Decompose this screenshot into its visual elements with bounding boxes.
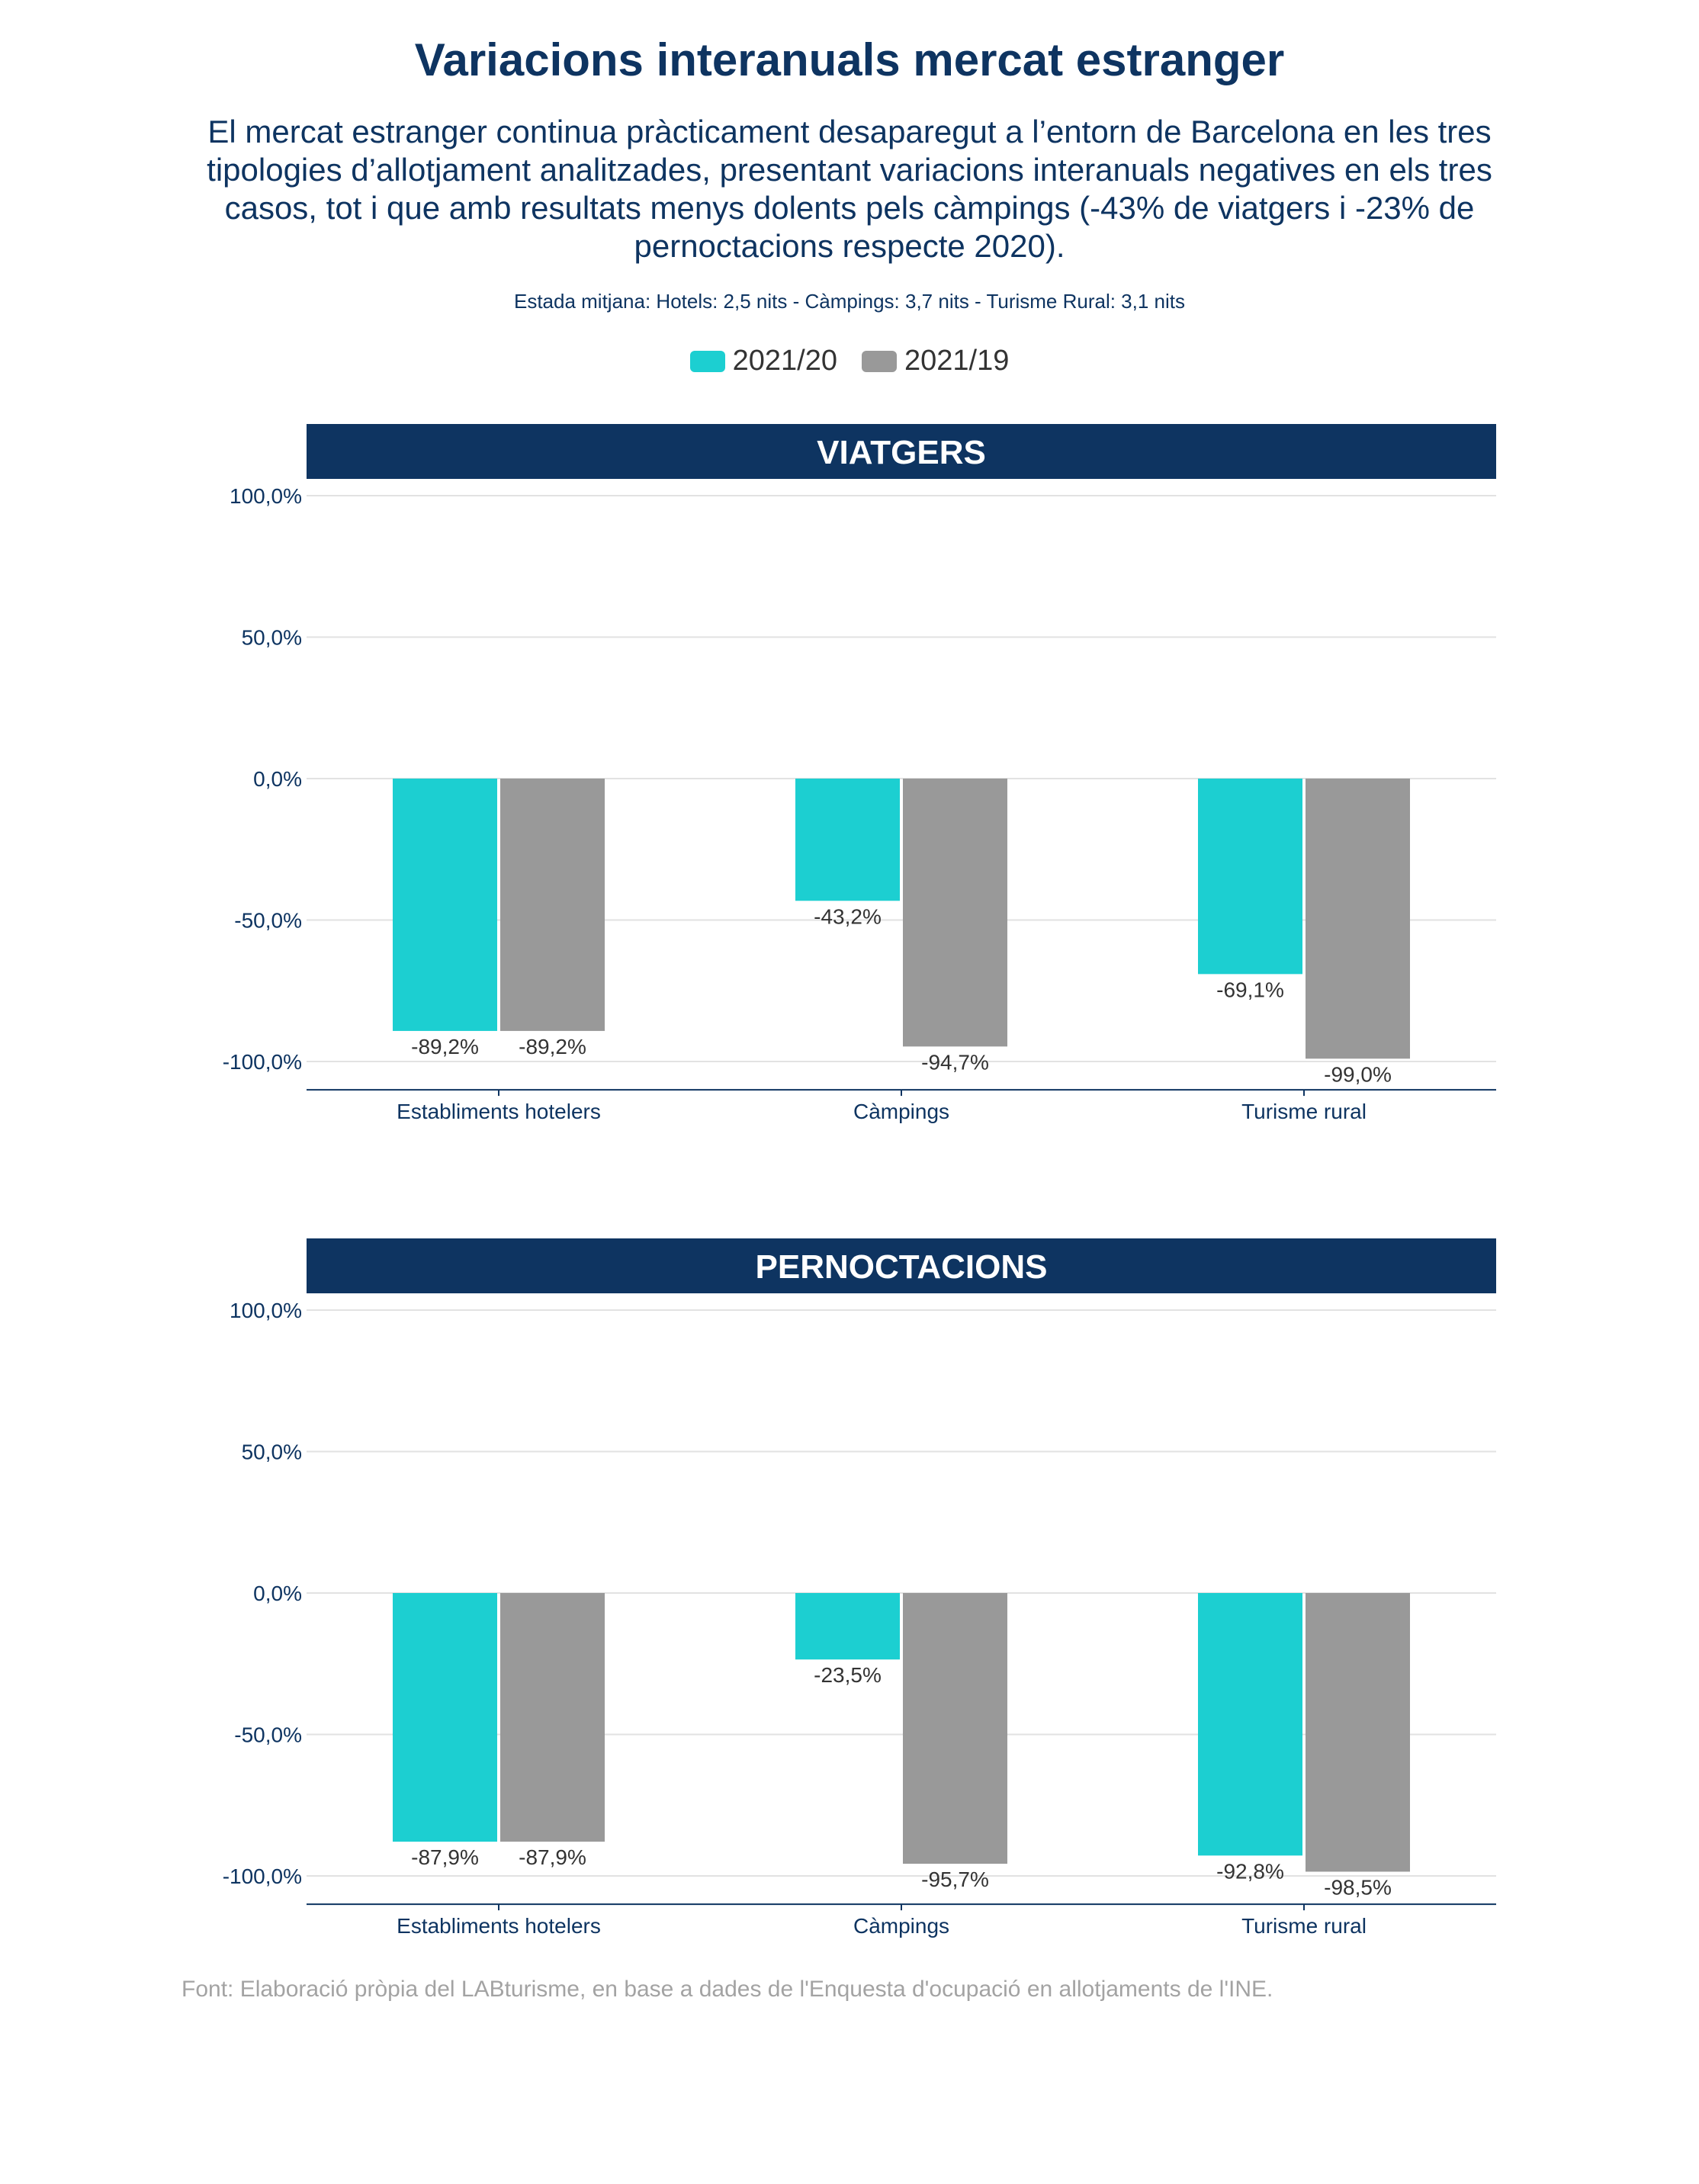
page-subtitle: El mercat estranger continua pràcticamen… bbox=[207, 114, 1492, 264]
pernoctacions-xtick-label: Càmpings bbox=[853, 1914, 949, 1938]
viatgers-ytick-label: -50,0% bbox=[234, 909, 302, 933]
viatgers-ytick-label: 100,0% bbox=[230, 484, 302, 508]
pernoctacions-ytick-label: -50,0% bbox=[234, 1723, 302, 1747]
viatgers-data-label: -99,0% bbox=[1324, 1062, 1392, 1086]
legend-swatch-2021-20 bbox=[689, 350, 725, 372]
viatgers-chart: VIATGERS 100,0% 50,0% 0,0% -50,0% -100,0% -89,… bbox=[223, 424, 1496, 1123]
legend-item-2021-20[interactable]: 2021/20 bbox=[689, 345, 837, 377]
viatgers-bar-turisme-rural-2021-20[interactable] bbox=[1198, 779, 1302, 975]
legend-item-2021-19[interactable]: 2021/19 bbox=[862, 345, 1009, 377]
legend-swatch-2021-19 bbox=[862, 350, 897, 372]
viatgers-bar-campings-2021-19[interactable] bbox=[903, 779, 1007, 1047]
pernoctacions-data-label: -87,9% bbox=[519, 1845, 586, 1869]
viatgers-bar-turisme-rural-2021-19[interactable] bbox=[1306, 779, 1410, 1059]
pernoctacions-ytick-label: 50,0% bbox=[242, 1440, 302, 1464]
pernoctacions-chart: PERNOCTACIONS 100,0% 50,0% 0,0% -50,0% -100,0… bbox=[223, 1238, 1496, 1938]
viatgers-ytick-label: -100,0% bbox=[223, 1050, 302, 1074]
viatgers-header-bar bbox=[307, 424, 1496, 479]
viatgers-xtick-label: Turisme rural bbox=[1241, 1100, 1367, 1123]
viatgers-chart-title: VIATGERS bbox=[817, 434, 986, 471]
pernoctacions-data-label: -23,5% bbox=[814, 1663, 882, 1687]
pernoctacions-ytick-label: 100,0% bbox=[230, 1299, 302, 1322]
viatgers-bar-campings-2021-20[interactable] bbox=[795, 779, 900, 901]
viatgers-xtick-label: Càmpings bbox=[853, 1100, 949, 1123]
viatgers-bar-establiments-hotelers-2021-19[interactable] bbox=[500, 779, 605, 1031]
average-stay-note: Estada mitjana: Hotels: 2,5 nits - Càmpi… bbox=[513, 290, 1186, 313]
viatgers-ytick-label: 50,0% bbox=[242, 626, 302, 650]
viatgers-data-label: -69,1% bbox=[1216, 978, 1284, 1001]
pernoctacions-xtick-label: Turisme rural bbox=[1241, 1914, 1367, 1938]
pernoctacions-ytick-label: 0,0% bbox=[253, 1582, 302, 1605]
pernoctacions-bar-establiments-hotelers-2021-19[interactable] bbox=[500, 1593, 605, 1842]
pernoctacions-bar-turisme-rural-2021-20[interactable] bbox=[1198, 1593, 1302, 1856]
legend-label-2021-20: 2021/20 bbox=[732, 345, 837, 377]
pernoctacions-chart-title: PERNOCTACIONS bbox=[756, 1248, 1048, 1286]
pernoctacions-header-bar bbox=[307, 1238, 1496, 1293]
pernoctacions-bar-campings-2021-19[interactable] bbox=[903, 1593, 1007, 1864]
viatgers-data-label: -43,2% bbox=[814, 904, 882, 928]
page-title: Variacions interanuals mercat estranger bbox=[414, 34, 1285, 85]
viatgers-data-label: -89,2% bbox=[411, 1035, 479, 1058]
legend-label-2021-19: 2021/19 bbox=[904, 345, 1010, 377]
chart-legend: 2021/20 2021/19 bbox=[0, 345, 1699, 377]
viatgers-xtick-label: Establiments hotelers bbox=[397, 1100, 601, 1123]
viatgers-ytick-label: 0,0% bbox=[253, 767, 302, 791]
pernoctacions-ytick-label: -100,0% bbox=[223, 1864, 302, 1888]
pernoctacions-bar-campings-2021-20[interactable] bbox=[795, 1593, 900, 1660]
viatgers-data-label: -94,7% bbox=[921, 1050, 989, 1074]
pernoctacions-bar-turisme-rural-2021-19[interactable] bbox=[1306, 1593, 1410, 1872]
pernoctacions-data-label: -98,5% bbox=[1324, 1875, 1392, 1899]
viatgers-bar-establiments-hotelers-2021-20[interactable] bbox=[393, 779, 497, 1031]
pernoctacions-data-label: -92,8% bbox=[1216, 1859, 1284, 1883]
pernoctacions-data-label: -95,7% bbox=[921, 1868, 989, 1891]
viatgers-data-label: -89,2% bbox=[519, 1035, 586, 1058]
source-note: Font: Elaboració pròpia del LABturisme, … bbox=[181, 1977, 1273, 2002]
pernoctacions-xtick-label: Establiments hotelers bbox=[397, 1914, 601, 1938]
pernoctacions-data-label: -87,9% bbox=[411, 1845, 479, 1869]
pernoctacions-bar-establiments-hotelers-2021-20[interactable] bbox=[393, 1593, 497, 1842]
